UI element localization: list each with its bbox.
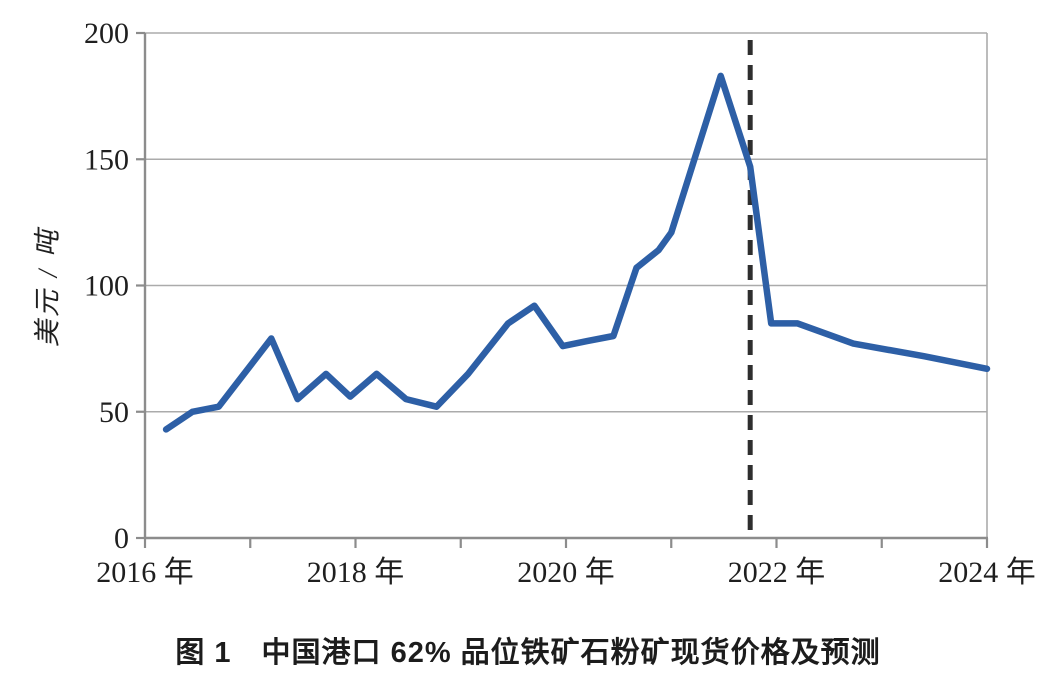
figure-caption: 图 1 中国港口 62% 品位铁矿石粉矿现货价格及预测	[175, 637, 881, 669]
x-tick-label: 2016 年	[96, 556, 194, 589]
x-tick-label: 2022 年	[728, 556, 826, 589]
y-tick-label: 0	[114, 522, 129, 555]
y-tick-label: 50	[99, 396, 129, 429]
y-tick-label: 200	[84, 17, 129, 50]
price-line-series	[162, 72, 991, 433]
x-tick-label: 2020 年	[517, 556, 615, 589]
y-axis-title: 美元 / 吨	[32, 226, 63, 348]
x-tick-label: 2018 年	[307, 556, 405, 589]
y-tick-label: 100	[84, 270, 129, 303]
x-tick-label: 2024 年	[938, 556, 1036, 589]
y-tick-label: 150	[84, 143, 129, 176]
